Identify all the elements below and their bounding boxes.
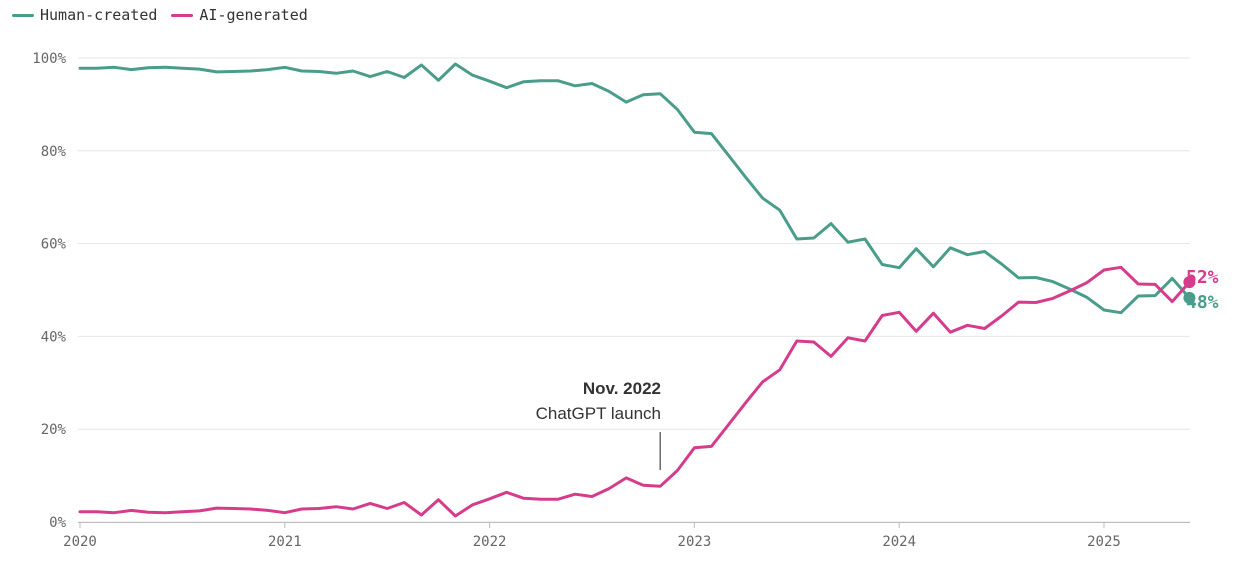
end-dot-ai <box>1183 276 1196 289</box>
y-tick-label: 80% <box>41 144 67 160</box>
annotation-event: ChatGPT launch <box>536 404 661 423</box>
x-tick-label: 2025 <box>1087 534 1121 550</box>
y-tick-label: 20% <box>41 422 67 438</box>
x-tick-label: 2020 <box>63 534 97 550</box>
x-tick-label: 2021 <box>268 534 302 550</box>
series-line-human <box>78 62 1191 315</box>
y-tick-label: 60% <box>41 237 67 253</box>
y-tick-label: 40% <box>41 329 67 345</box>
legend-label-human: Human-created <box>40 6 158 24</box>
series-lines <box>78 62 1191 518</box>
y-tick-label: 0% <box>49 515 66 531</box>
chart-legend: Human-created AI-generated <box>12 6 308 24</box>
x-tick-label: 2022 <box>473 534 507 550</box>
gridlines <box>78 57 1190 523</box>
chatgpt-annotation: Nov. 2022 ChatGPT launch <box>536 379 661 470</box>
series-line-ai <box>78 265 1191 518</box>
end-markers: 52% 48% <box>1183 267 1219 313</box>
x-axis: 2020 2021 2022 2023 2024 2025 <box>63 522 1190 550</box>
legend-label-ai: AI-generated <box>199 6 308 24</box>
end-dot-human <box>1183 291 1196 304</box>
annotation-date: Nov. 2022 <box>583 379 661 398</box>
legend-swatch-human <box>12 13 34 17</box>
x-tick-label: 2024 <box>882 534 916 550</box>
legend-item-human: Human-created <box>12 6 157 24</box>
legend-item-ai: AI-generated <box>171 6 308 24</box>
y-axis-ticks: 0% 20% 40% 60% 80% 100% <box>32 51 66 531</box>
y-tick-label: 100% <box>32 51 66 67</box>
x-tick-label: 2023 <box>678 534 712 550</box>
legend-swatch-ai <box>171 13 194 17</box>
